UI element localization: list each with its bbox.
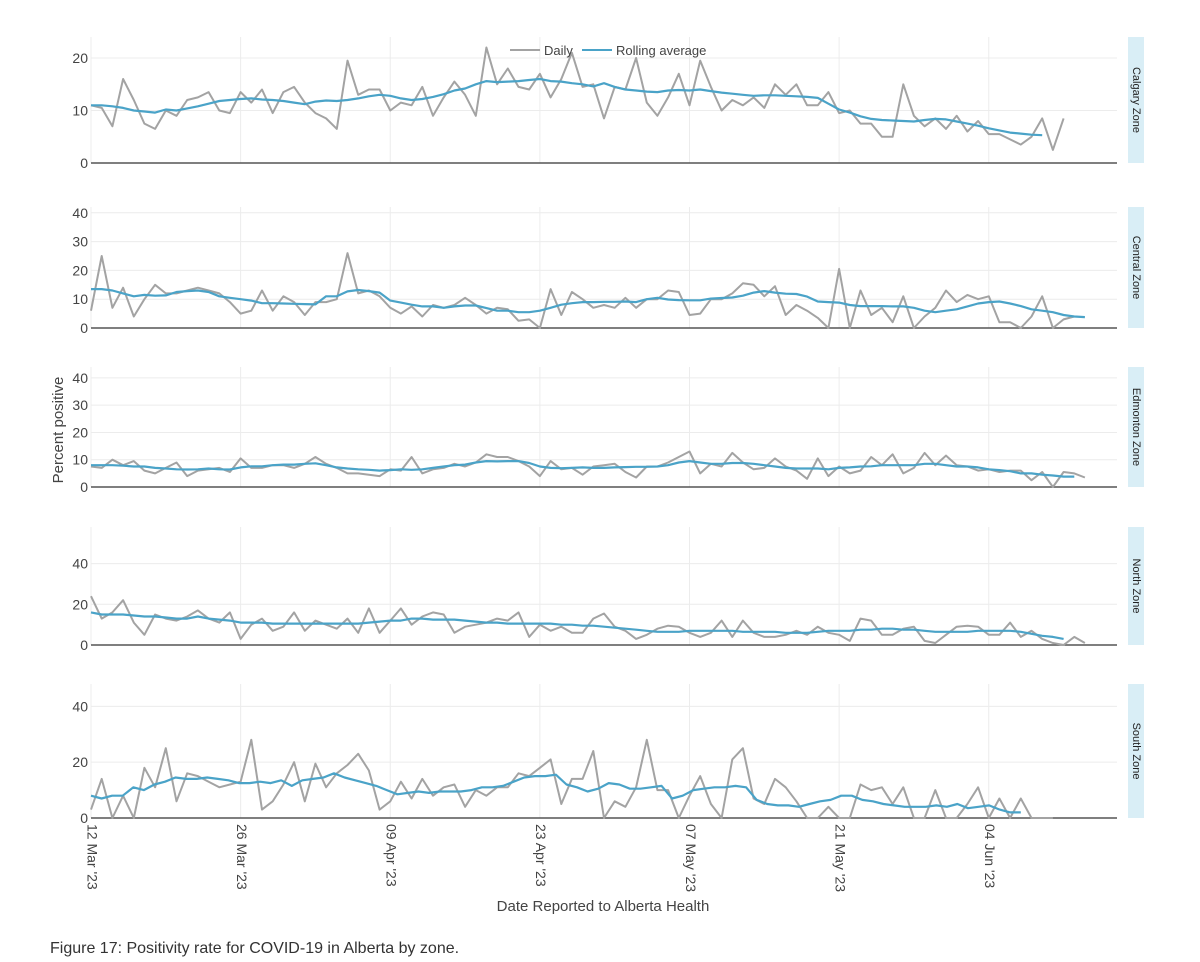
legend-daily-label: Daily bbox=[544, 43, 573, 58]
facet-strip bbox=[1128, 367, 1144, 487]
daily-series-line bbox=[90, 738, 1053, 819]
daily-series-line bbox=[90, 46, 1065, 151]
figure-caption: Figure 17: Positivity rate for COVID-19 … bbox=[50, 940, 460, 957]
facet-strip bbox=[1128, 684, 1144, 818]
daily-series-line bbox=[90, 252, 1075, 329]
y-tick-label: 40 bbox=[72, 556, 88, 572]
y-axis-title: Percent positive bbox=[50, 377, 67, 484]
panel-south-zone: 0 20 40 South Zone bbox=[72, 684, 1144, 826]
y-tick-label: 30 bbox=[72, 234, 88, 250]
y-tick-label: 0 bbox=[80, 320, 88, 336]
y-tick-label: 0 bbox=[80, 155, 88, 171]
daily-series-line bbox=[90, 450, 1086, 488]
y-tick-label: 10 bbox=[72, 103, 88, 119]
x-tick-label: 09 Apr '23 bbox=[384, 824, 400, 887]
y-tick-label: 40 bbox=[72, 698, 88, 714]
y-tick-label: 20 bbox=[72, 424, 88, 440]
panel-edmonton-zone: 0 10 20 30 40 Edmonton Zone bbox=[72, 367, 1144, 495]
y-tick-label: 40 bbox=[72, 205, 88, 221]
panel-central-zone: 0 10 20 30 40 Central Zone bbox=[72, 205, 1144, 336]
y-tick-label: 0 bbox=[80, 479, 88, 495]
facet-strip bbox=[1128, 207, 1144, 328]
rolling-average-line bbox=[90, 611, 1064, 640]
y-tick-label: 20 bbox=[72, 754, 88, 770]
x-tick-label: 07 May '23 bbox=[683, 824, 699, 892]
panel-calgary-zone: 0 10 20 Calgary Zone bbox=[72, 37, 1144, 171]
y-tick-label: 20 bbox=[72, 50, 88, 66]
y-tick-label: 20 bbox=[72, 596, 88, 612]
facet-strip-label: Edmonton Zone bbox=[1130, 388, 1142, 466]
y-tick-label: 30 bbox=[72, 397, 88, 413]
x-tick-label: 12 Mar '23 bbox=[84, 824, 100, 890]
legend: Daily Rolling average bbox=[510, 43, 706, 58]
facet-strip bbox=[1128, 527, 1144, 645]
y-tick-label: 40 bbox=[72, 370, 88, 386]
panel-north-zone: 0 20 40 North Zone bbox=[72, 527, 1144, 653]
x-tick-label: 26 Mar '23 bbox=[234, 824, 250, 890]
facet-strip bbox=[1128, 37, 1144, 163]
facet-strip-label: Central Zone bbox=[1130, 236, 1142, 300]
rolling-average-line bbox=[91, 77, 1043, 137]
y-tick-label: 10 bbox=[72, 291, 88, 307]
y-tick-label: 10 bbox=[72, 452, 88, 468]
y-tick-label: 0 bbox=[80, 810, 88, 826]
x-axis-title: Date Reported to Alberta Health bbox=[497, 898, 710, 915]
rolling-average-line bbox=[90, 772, 1021, 814]
x-tick-label: 21 May '23 bbox=[832, 824, 848, 892]
rolling-average-line bbox=[91, 460, 1075, 478]
y-tick-label: 20 bbox=[72, 262, 88, 278]
gridlines bbox=[90, 37, 990, 818]
facet-strip-label: North Zone bbox=[1130, 558, 1142, 613]
facet-strip-label: Calgary Zone bbox=[1130, 67, 1142, 133]
rolling-average-line bbox=[91, 288, 1085, 319]
x-axis: 12 Mar '23 26 Mar '23 09 Apr '23 23 Apr '23… bbox=[84, 824, 998, 892]
x-tick-label: 23 Apr '23 bbox=[533, 824, 549, 887]
facet-strip-label: South Zone bbox=[1130, 723, 1142, 780]
x-tick-label: 04 Jun '23 bbox=[982, 824, 998, 888]
daily-series-line bbox=[90, 595, 1086, 646]
y-tick-label: 0 bbox=[80, 637, 88, 653]
zone-panels: 0 10 20 Calgary Zone 0 10 20 30 40 Central Zone 0 1… bbox=[72, 37, 1144, 826]
legend-rolling-label: Rolling average bbox=[616, 43, 706, 58]
